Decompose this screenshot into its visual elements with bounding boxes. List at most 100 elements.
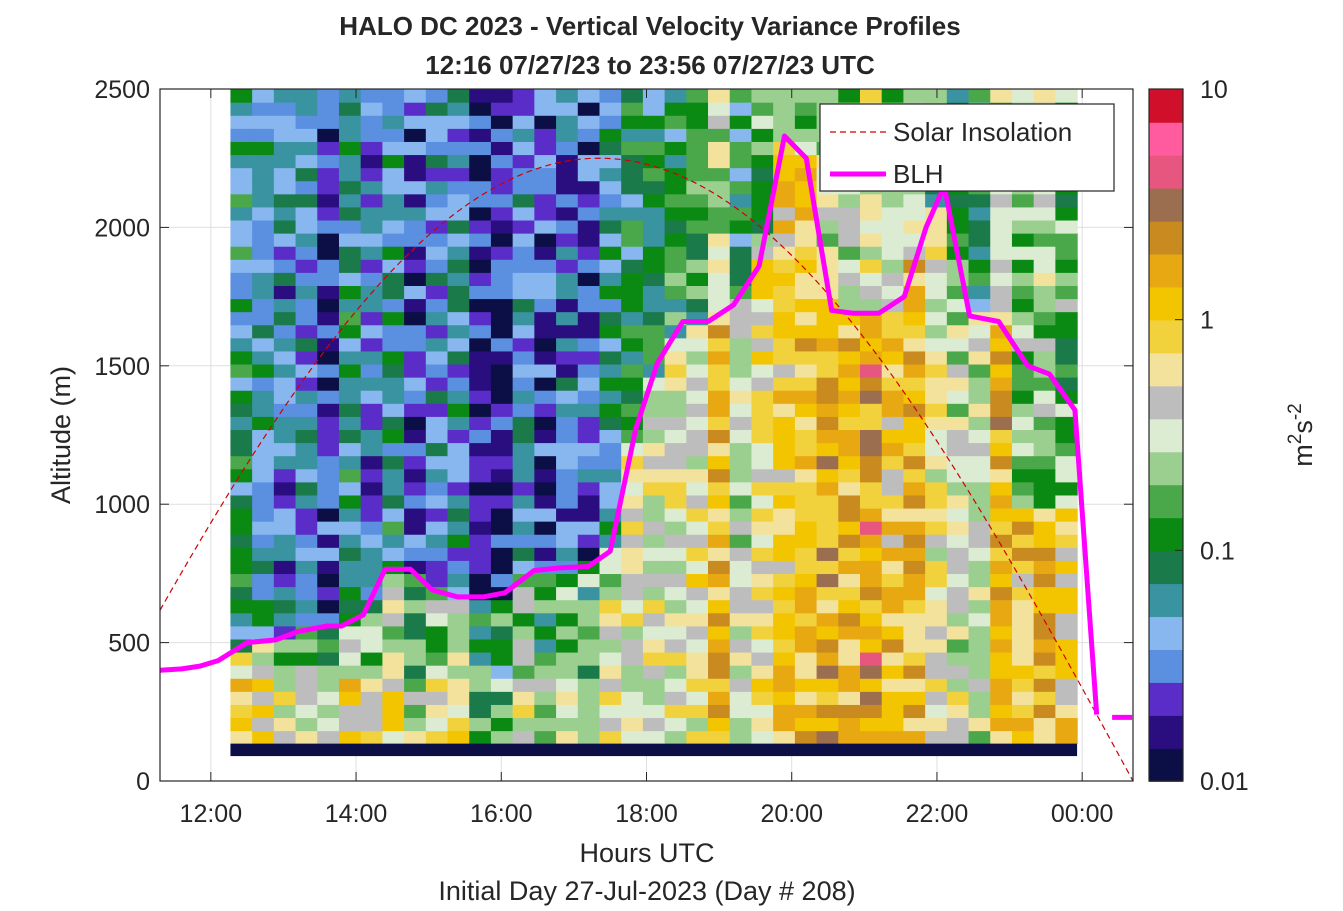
heatmap-cell: [360, 272, 383, 286]
heatmap-cell: [686, 416, 709, 431]
heatmap-cell: [968, 429, 991, 444]
heatmap-cell: [773, 377, 796, 391]
heatmap-cell: [773, 560, 796, 575]
heatmap-cell: [556, 128, 579, 142]
heatmap-cell: [773, 180, 796, 195]
heatmap-cell: [708, 141, 731, 156]
heatmap-cell: [751, 678, 774, 692]
heatmap-cell: [534, 494, 557, 509]
heatmap-cell: [642, 494, 666, 509]
heatmap-cell: [621, 377, 644, 391]
heatmap-cell: [621, 154, 644, 169]
heatmap-cell: [751, 272, 774, 286]
heatmap-cell: [708, 455, 731, 470]
heatmap-cell: [946, 586, 970, 601]
heatmap-cell: [1055, 481, 1078, 496]
heatmap-cell: [621, 704, 644, 719]
heatmap-cell: [273, 560, 297, 575]
heatmap-cell: [881, 468, 905, 483]
heatmap-cell: [1055, 573, 1078, 588]
heatmap-cell: [295, 494, 318, 509]
heatmap-cell: [252, 285, 275, 300]
heatmap-cell: [273, 481, 297, 496]
heatmap-cell: [794, 534, 818, 548]
heatmap-cell: [404, 180, 427, 195]
heatmap-cell: [968, 206, 991, 221]
heatmap-cell: [642, 193, 666, 208]
heatmap-cell: [729, 337, 753, 352]
heatmap-cell: [317, 219, 340, 234]
heatmap-cell: [1011, 507, 1035, 522]
heatmap-cell: [252, 167, 275, 182]
heatmap-cell: [642, 337, 666, 352]
heatmap-cell: [317, 272, 340, 286]
heatmap-cell: [577, 350, 601, 365]
heatmap-cell: [990, 233, 1013, 247]
heatmap-cell: [577, 193, 601, 208]
heatmap-cell: [816, 573, 839, 588]
heatmap-cell: [990, 507, 1013, 522]
heatmap-cell: [903, 494, 926, 509]
heatmap-cell: [773, 259, 796, 273]
heatmap-cell: [664, 704, 687, 719]
heatmap-cell: [273, 651, 297, 666]
heatmap-cell: [708, 324, 731, 339]
heatmap-cell: [925, 259, 948, 273]
heatmap-cell: [881, 704, 905, 719]
heatmap-cell: [990, 521, 1013, 535]
heatmap-cell: [708, 547, 731, 561]
heatmap-cell: [946, 691, 970, 705]
heatmap-cell: [512, 246, 535, 260]
heatmap-cell: [577, 167, 601, 182]
colorbar-frame: [1148, 88, 1184, 782]
heatmap-cell: [1011, 324, 1035, 339]
heatmap-cell: [360, 468, 383, 483]
heatmap-cell: [404, 167, 427, 182]
heatmap-cell: [577, 115, 601, 129]
heatmap-cell: [469, 416, 492, 431]
heatmap-cell: [751, 363, 774, 378]
heatmap-cell: [642, 612, 666, 627]
heatmap-cell: [490, 481, 514, 496]
heatmap-cell: [425, 390, 449, 404]
heatmap-cell: [512, 115, 535, 129]
heatmap-cell: [1011, 560, 1035, 575]
heatmap-cell: [404, 638, 427, 653]
heatmap-cell: [860, 481, 883, 496]
heatmap-cell: [751, 691, 774, 705]
heatmap-cell: [968, 651, 991, 666]
heatmap-cell: [968, 350, 991, 365]
heatmap-cell: [881, 363, 905, 378]
heatmap-cell: [273, 547, 297, 561]
heatmap-cell: [512, 141, 535, 156]
heatmap-cell: [534, 363, 557, 378]
heatmap-cell: [621, 272, 644, 286]
heatmap-cell: [338, 455, 362, 470]
heatmap-cell: [556, 272, 579, 286]
heatmap-cell: [577, 599, 601, 614]
heatmap-cell: [1055, 416, 1078, 431]
heatmap-cell: [425, 311, 449, 326]
heatmap-cell: [556, 468, 579, 483]
heatmap-cell: [946, 717, 970, 732]
heatmap-cell: [469, 455, 492, 470]
heatmap-cell: [925, 586, 948, 601]
heatmap-cell: [512, 599, 535, 614]
heatmap-cell: [295, 638, 318, 653]
heatmap-cell: [577, 651, 601, 666]
heatmap-cell: [664, 599, 687, 614]
heatmap-cell: [860, 206, 883, 221]
heatmap-cell: [447, 560, 470, 575]
heatmap-cell: [512, 285, 535, 300]
heatmap-cell: [317, 89, 340, 103]
heatmap-cell: [686, 547, 709, 561]
heatmap-cell: [382, 521, 405, 535]
heatmap-cell: [577, 377, 601, 391]
heatmap-cell: [425, 206, 449, 221]
heatmap-cell: [729, 481, 753, 496]
heatmap-cell: [338, 494, 362, 509]
heatmap-cell: [317, 350, 340, 365]
heatmap-cell: [317, 115, 340, 129]
heatmap-cell: [512, 651, 535, 666]
heatmap-cell: [1011, 678, 1035, 692]
